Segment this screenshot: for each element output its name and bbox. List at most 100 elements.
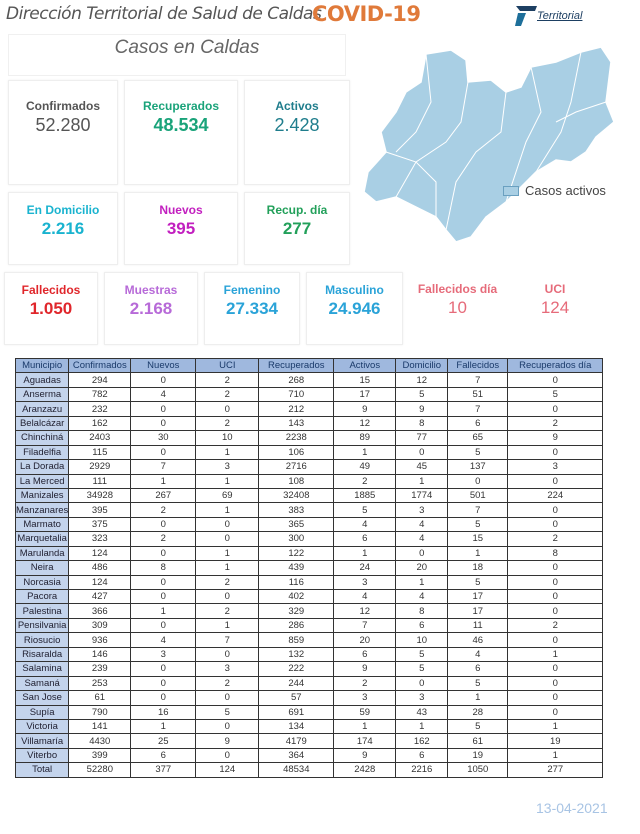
table-cell: 20 [395,560,449,576]
table-cell: 10 [395,632,449,648]
table-cell: 3 [195,661,260,677]
table-cell: 329 [258,603,335,619]
municipio-cell: Marquetalia [14,531,70,547]
stat-value: 277 [282,219,312,238]
table-row: Pacora 427 0 0 402 4 4 17 0 [14,588,604,605]
table-cell: 1 [395,718,449,735]
table-cell: 0 [507,502,604,518]
municipio-cell: Anserma [14,386,70,403]
table-cell: 1 [195,545,260,562]
table-cell: 0 [507,603,604,619]
table-cell: 6 [333,531,397,547]
stat-label: Fallecidos día [417,282,498,296]
table-cell: 244 [258,675,335,692]
stat-value: 2.428 [274,115,320,135]
table-cell: 782 [68,386,132,403]
table-row: Anserma 782 4 2 710 17 5 51 5 [14,386,604,403]
table-cell: 69 [195,487,260,504]
table-cell: 32408 [258,487,335,504]
column-header: Domicilio [395,357,449,374]
stat-label: UCI [544,282,566,296]
table-cell: 8 [395,415,449,432]
stat-card-muestras: Muestras 2.168 [104,272,198,345]
table-cell: 61 [68,690,132,706]
table-cell: 2 [195,574,260,591]
stat-card-confirmados: Confirmados 52.280 [8,80,118,185]
table-cell: 12 [333,415,397,432]
table-cell: 174 [333,733,397,749]
table-cell: 2 [130,531,197,547]
table-cell: 4430 [68,733,132,749]
stat-label: Masculino [325,283,384,297]
table-cell: 268 [258,372,335,388]
municipio-cell: Chinchiná [14,430,70,446]
table-cell: 2 [195,603,260,619]
stat-card-nuevos: Nuevos 395 [124,192,238,265]
table-cell: 2403 [68,430,132,446]
table-cell: 1 [195,444,260,461]
table-cell: 439 [258,560,335,576]
column-header: UCI [195,357,260,374]
table-cell: 2 [195,372,260,388]
table-cell: 5 [333,502,397,518]
table-cell: 30 [130,430,197,446]
logo-text: Territorial [537,10,583,22]
table-cell: 134 [258,718,335,735]
table-cell: 364 [258,747,335,764]
stat-value: 124 [540,298,570,317]
table-cell: 16 [130,704,197,720]
table-cell: 4 [333,516,397,533]
map-region [363,46,615,243]
table-cell: 0 [130,516,197,533]
table-cell: 2216 [395,762,449,778]
municipio-cell: Salamina [14,661,70,677]
table-cell: 3 [333,574,397,591]
table-cell: 124 [195,762,260,778]
stat-card-recup-d-a: Recup. día 277 [244,192,350,265]
table-cell: 4 [395,516,449,533]
table-cell: 19 [507,733,604,749]
table-cell: 4 [333,588,397,605]
table-cell: 5 [447,516,509,533]
territorial-logo: Territorial [512,4,592,30]
table-cell: 8 [395,603,449,619]
table-cell: 0 [507,560,604,576]
table-cell: 5 [195,704,260,720]
table-cell: 17 [333,386,397,403]
table-cell: 0 [130,588,197,605]
table-row: Manzanares 395 2 1 383 5 3 7 0 [14,502,604,518]
table-cell: 8 [130,560,197,576]
table-cell: 309 [68,617,132,634]
municipio-cell: Riosucio [14,632,70,648]
stat-label: Fallecidos [21,283,81,297]
table-cell: 691 [258,704,335,720]
table-row: Riosucio 936 4 7 859 20 10 46 0 [14,632,604,648]
report-date: 13-04-2021 [536,800,608,816]
table-cell: 1 [130,473,197,489]
table-cell: 1885 [333,487,397,504]
table-cell: 89 [333,430,397,446]
table-cell: 239 [68,661,132,677]
table-cell: 0 [130,574,197,591]
table-cell: 277 [507,762,604,778]
table-cell: 15 [447,531,509,547]
table-cell: 4179 [258,733,335,749]
table-cell: 0 [130,401,197,417]
table-cell: 24 [333,560,397,576]
table-cell: 4 [130,632,197,648]
table-cell: 2238 [258,430,335,446]
table-row: Filadelfia 115 0 1 106 1 0 5 0 [14,444,604,461]
table-cell: 45 [395,459,449,475]
table-cell: 1774 [395,487,449,504]
table-cell: 3 [130,646,197,663]
table-cell: 9 [195,733,260,749]
municipio-cell: Norcasia [14,574,70,591]
table-cell: 7 [195,632,260,648]
table-cell: 162 [395,733,449,749]
table-cell: 0 [195,690,260,706]
table-cell: 5 [507,386,604,403]
table-cell: 365 [258,516,335,533]
table-row: Marulanda 124 0 1 122 1 0 1 8 [14,545,604,562]
legend-label: Casos activos [525,183,606,198]
table-cell: 6 [130,747,197,764]
